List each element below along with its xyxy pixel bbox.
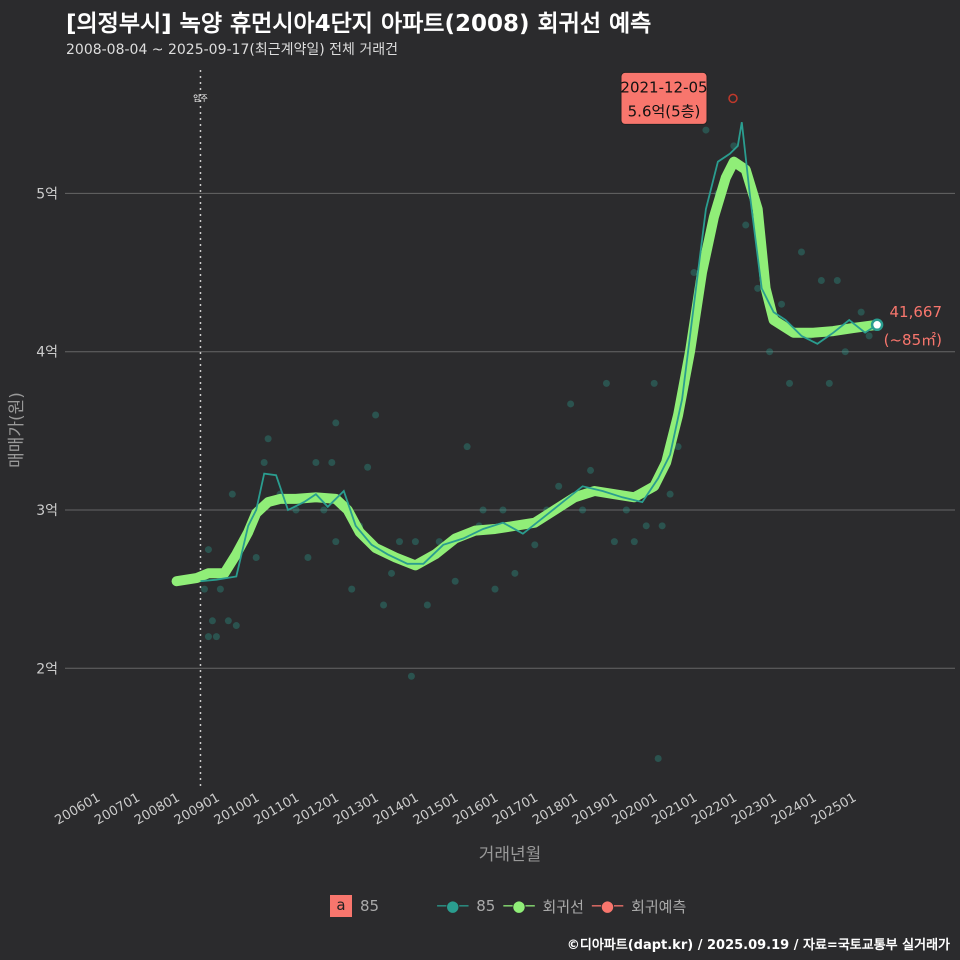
scatter-point [292, 506, 300, 514]
scatter-point [372, 411, 380, 419]
scatter-point [395, 538, 403, 546]
scatter-point [200, 585, 208, 593]
x-axis-title: 거래년월 [479, 845, 542, 865]
scatter-point [232, 622, 240, 630]
peak-point [728, 93, 738, 104]
scatter-point [690, 269, 698, 277]
last-value-label: 41,667 [890, 303, 943, 321]
scatter-point [204, 546, 212, 554]
scatter-point [212, 633, 220, 641]
legend: a 85 ─●─ 85 ─●─ 회귀선 ─●─ 회귀예측 [330, 895, 686, 917]
scatter-point [463, 443, 471, 451]
scatter-point [224, 617, 232, 625]
scatter-point [702, 126, 710, 134]
scatter-point [228, 490, 236, 498]
peak-date: 2021-12-05 [620, 78, 707, 96]
legend-regression-label: 회귀선 [542, 897, 584, 916]
legend-85-icon: ─●─ [437, 897, 469, 915]
scatter-point [658, 522, 666, 530]
scatter-point [388, 569, 396, 577]
scatter-point [555, 482, 563, 490]
scatter-point [332, 419, 340, 427]
scatter-point [208, 617, 216, 625]
scatter-point [742, 221, 750, 229]
last-area-label: (~85㎡) [884, 331, 942, 349]
scatter-point [320, 506, 328, 514]
scatter-point [666, 490, 674, 498]
scatter-point [825, 379, 833, 387]
scatter-point [602, 379, 610, 387]
scatter-point [797, 248, 805, 256]
scatter-point [642, 522, 650, 530]
scatter-point [491, 585, 499, 593]
scatter-point [587, 466, 595, 474]
move-in-label: 입주 [193, 94, 208, 103]
x-tick-label: 202501 [809, 790, 859, 828]
y-tick-label: 5억 [36, 186, 58, 202]
scatter-point [332, 538, 340, 546]
scatter-point [423, 601, 431, 609]
legend-a-box: a [330, 895, 352, 917]
y-tick-label: 3억 [36, 503, 58, 519]
scatter-point [833, 276, 841, 284]
scatter-point [567, 400, 575, 408]
moving-average-line [200, 122, 878, 583]
y-axis-title: 매매가(원) [7, 392, 27, 468]
scatter-point [579, 506, 587, 514]
scatter-point [531, 541, 539, 549]
y-tick-label: 2억 [36, 661, 58, 677]
scatter-point [479, 506, 487, 514]
scatter-point [754, 284, 762, 292]
legend-prediction-label: 회귀예측 [631, 897, 687, 916]
chart-title: [의정부시] 녹양 휴먼시아4단지 아파트(2008) 회귀선 예측 [66, 11, 652, 37]
scatter-point [411, 538, 419, 546]
scatter-point [650, 379, 658, 387]
scatter-point [865, 332, 873, 340]
scatter-point [407, 672, 415, 680]
y-tick-label: 4억 [36, 345, 58, 361]
legend-prediction-icon: ─●─ [591, 897, 624, 915]
scatter-point [328, 459, 336, 467]
scatter-point [630, 538, 638, 546]
regression-line [171, 156, 883, 587]
legend-regression-icon: ─●─ [503, 897, 535, 915]
scatter-point [451, 577, 459, 585]
scatter-point [817, 276, 825, 284]
peak-value: 5.6억(5층) [628, 102, 701, 120]
scatter-point [252, 553, 260, 561]
scatter-point [610, 538, 618, 546]
scatter-point [841, 348, 849, 356]
scatter-point [264, 435, 272, 443]
scatter-point [857, 308, 865, 316]
scatter-point [260, 459, 268, 467]
scatter-point [654, 755, 662, 763]
scatter-point [380, 601, 388, 609]
scatter-point [364, 463, 372, 471]
scatter-point [499, 506, 507, 514]
last-point [870, 318, 884, 332]
peak-label-box [620, 71, 708, 125]
legend-a-label: 85 [360, 897, 380, 915]
scatter-point [511, 569, 519, 577]
scatter-point [766, 348, 774, 356]
legend-85-label: 85 [476, 897, 496, 915]
caption: ©디아파트(dapt.kr) / 2025.09.19 / 자료=국토교통부 실… [566, 938, 950, 953]
scatter-point [204, 633, 212, 641]
scatter-point [778, 300, 786, 308]
scatter-point [674, 443, 682, 451]
scatter-point [304, 553, 312, 561]
scatter-point [216, 585, 224, 593]
scatter-point [622, 506, 630, 514]
chart-subtitle: 2008-08-04 ~ 2025-09-17(최근계약일) 전체 거래건 [66, 42, 398, 58]
scatter-point [312, 459, 320, 467]
scatter-point [786, 379, 794, 387]
scatter-point [348, 585, 356, 593]
